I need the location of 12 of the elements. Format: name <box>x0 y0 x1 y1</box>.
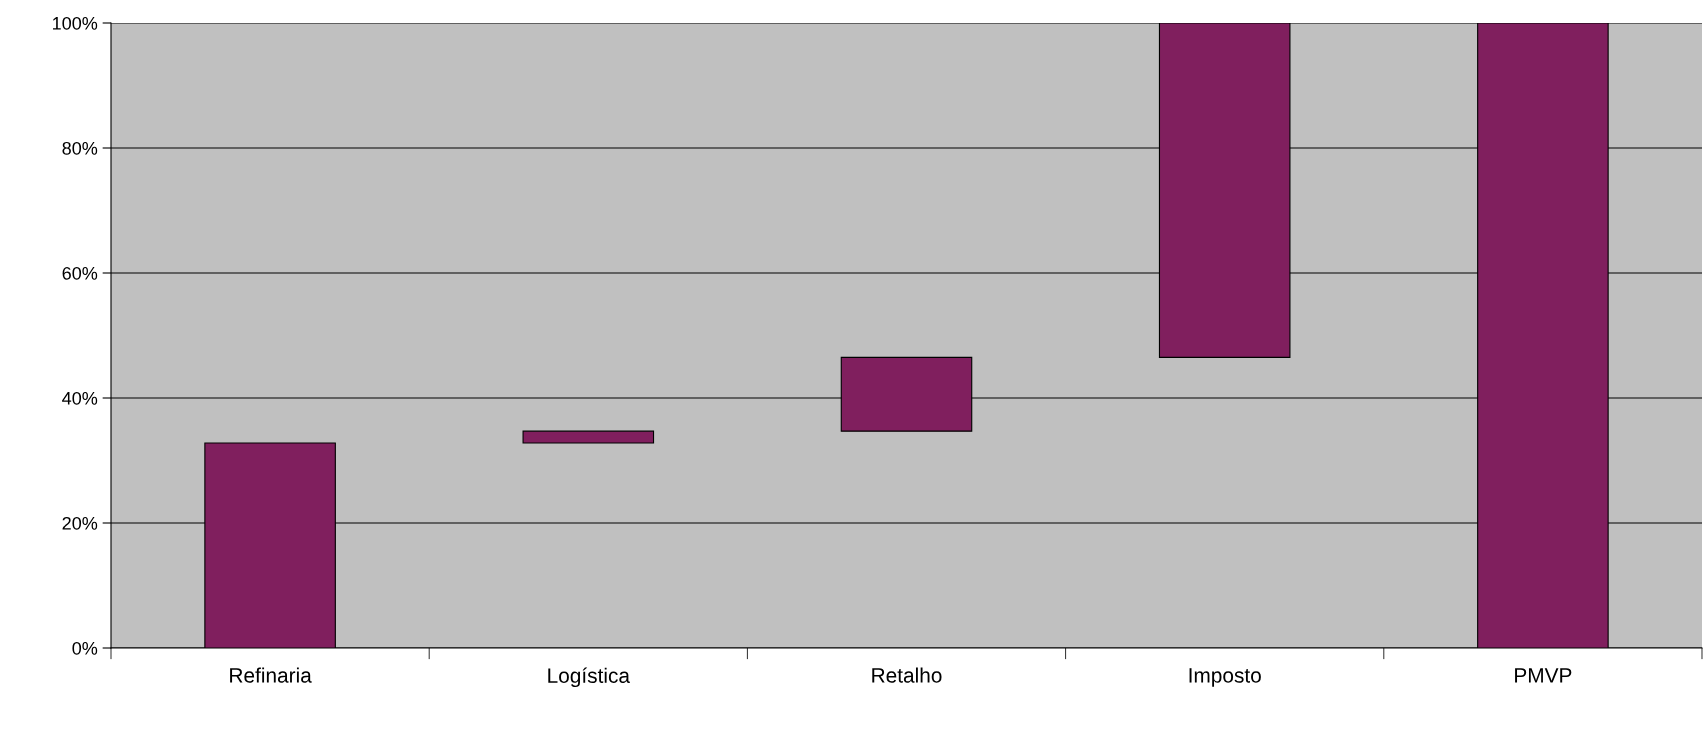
x-tick-label: Refinaria <box>230 667 312 683</box>
x-tick-label: PMVP <box>1515 668 1572 683</box>
x-tick-label: Retalho <box>872 667 942 683</box>
x-tick-label: Imposto <box>1189 668 1261 687</box>
y-tick-label: 20% <box>62 516 98 530</box>
y-tick-label: 100% <box>53 16 98 30</box>
x-tick-label: Logística <box>548 667 630 688</box>
bar <box>522 430 655 444</box>
y-tick-label: 0% <box>72 641 98 655</box>
y-tick-label: 80% <box>62 141 98 155</box>
y-tick-label: 60% <box>62 266 98 280</box>
y-tick-label: 40% <box>62 391 98 405</box>
